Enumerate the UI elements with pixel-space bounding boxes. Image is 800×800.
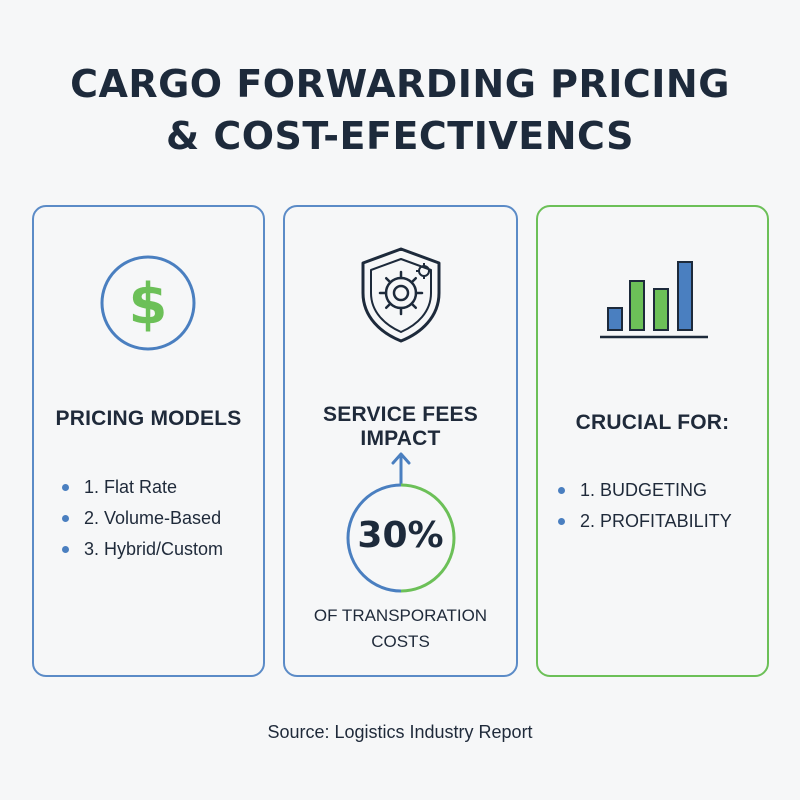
pricing-models-list: 1. Flat Rate 2. Volume-Based 3. Hybrid/C…	[62, 472, 223, 565]
service-fees-caption: OF TRANSPORATION COSTS	[313, 606, 488, 651]
list-item: 3. Hybrid/Custom	[62, 534, 223, 565]
list-item: 1. Flat Rate	[62, 472, 223, 503]
page-title-line-2: & COST-EFECTIVENCS	[166, 114, 634, 158]
bullet-icon	[558, 518, 565, 525]
service-fees-value: 30%	[357, 515, 444, 556]
bullet-icon	[62, 515, 69, 522]
pricing-models-heading: PRICING MODELS	[55, 407, 242, 430]
page-title-line-1: CARGO FORWARDING PRICING	[70, 62, 730, 106]
svg-text:$: $	[129, 272, 168, 337]
dollar-circle-icon: $	[100, 255, 196, 355]
bullet-icon	[62, 484, 69, 491]
crucial-for-heading: CRUCIAL FOR:	[575, 411, 730, 434]
list-item: 2. PROFITABILITY	[558, 506, 732, 537]
list-item: 2. Volume-Based	[62, 503, 223, 534]
progress-ring	[345, 451, 457, 597]
page-title: CARGO FORWARDING PRICING & COST-EFECTIVE…	[0, 58, 800, 162]
crucial-for-list: 1. BUDGETING 2. PROFITABILITY	[558, 475, 732, 537]
source-note: Source: Logistics Industry Report	[267, 722, 533, 742]
list-item: 1. BUDGETING	[558, 475, 732, 506]
service-fees-card: SERVICE FEES IMPACT 30% OF TRANSPORATION…	[283, 205, 518, 677]
service-fees-heading: SERVICE FEES IMPACT	[323, 403, 478, 450]
arrow-up-icon	[391, 452, 411, 485]
bullet-icon	[558, 487, 565, 494]
pricing-models-card: $ PRICING MODELS 1. Flat Rate 2. Volume-…	[32, 205, 265, 677]
crucial-for-card: CRUCIAL FOR: 1. BUDGETING 2. PROFITABILI…	[536, 205, 769, 677]
shield-gear-icon	[355, 245, 447, 349]
bar-chart-icon	[598, 259, 710, 345]
bullet-icon	[62, 546, 69, 553]
